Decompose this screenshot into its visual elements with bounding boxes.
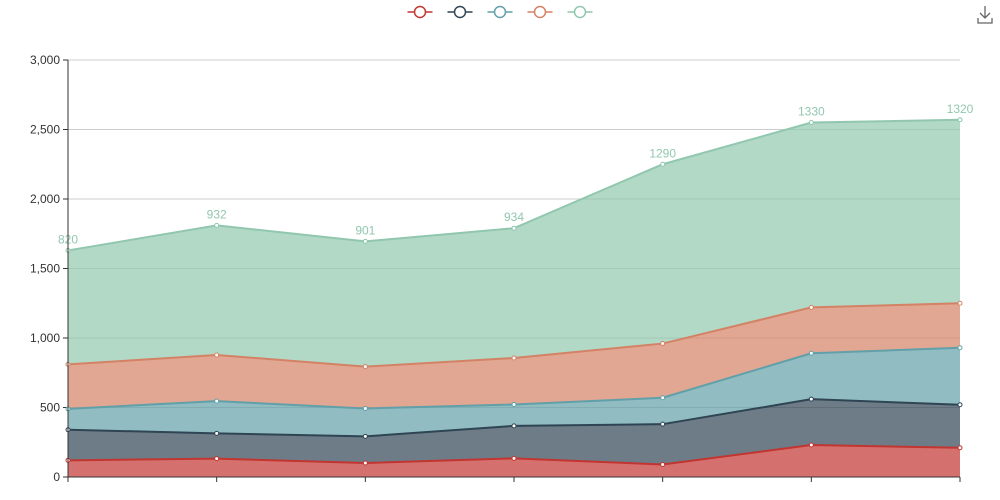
y-tick-label: 500 (40, 401, 60, 415)
legend-marker (533, 5, 547, 19)
data-point (511, 423, 517, 429)
legend-item-4[interactable] (527, 5, 553, 19)
data-point (511, 455, 517, 461)
data-point (362, 460, 368, 466)
data-point (660, 461, 666, 467)
legend-marker (413, 5, 427, 19)
data-point (511, 401, 517, 407)
data-point (660, 161, 666, 167)
legend-marker (453, 5, 467, 19)
data-point (808, 350, 814, 356)
data-point (808, 304, 814, 310)
data-label: 901 (355, 223, 375, 237)
y-tick-label: 2,000 (30, 192, 60, 206)
data-point (957, 402, 963, 408)
data-point (214, 222, 220, 228)
y-tick-label: 2,500 (30, 123, 60, 137)
data-point (362, 238, 368, 244)
area-series-2 (68, 399, 960, 465)
area-series-3 (68, 347, 960, 437)
legend-marker (573, 5, 587, 19)
data-point (660, 341, 666, 347)
y-tick-label: 1,500 (30, 262, 60, 276)
data-point (511, 355, 517, 361)
legend-item-2[interactable] (447, 5, 473, 19)
data-point (660, 395, 666, 401)
area-series-5 (68, 119, 960, 367)
data-point (214, 430, 220, 436)
data-point (808, 396, 814, 402)
data-point (214, 398, 220, 404)
data-point (511, 225, 517, 231)
data-label: 934 (504, 210, 524, 224)
legend-marker (493, 5, 507, 19)
area-series-4 (68, 303, 960, 409)
data-point (957, 345, 963, 351)
data-point (957, 445, 963, 451)
legend-item-1[interactable] (407, 5, 433, 19)
data-label: 1320 (947, 102, 974, 116)
chart-legend (407, 5, 593, 19)
data-label: 1330 (798, 105, 825, 119)
data-point (808, 120, 814, 126)
data-point (214, 456, 220, 462)
data-point (957, 117, 963, 123)
data-point (362, 433, 368, 439)
data-point (660, 421, 666, 427)
data-point (362, 405, 368, 411)
download-icon[interactable] (975, 4, 995, 26)
data-point (362, 364, 368, 370)
data-point (214, 352, 220, 358)
data-point (808, 442, 814, 448)
data-label: 1290 (649, 146, 676, 160)
data-label: 932 (207, 207, 227, 221)
y-tick-label: 0 (53, 470, 60, 484)
data-point (957, 300, 963, 306)
legend-item-3[interactable] (487, 5, 513, 19)
legend-item-5[interactable] (567, 5, 593, 19)
y-tick-label: 3,000 (30, 53, 60, 67)
area-series-1 (68, 445, 960, 477)
y-tick-label: 1,000 (30, 331, 60, 345)
